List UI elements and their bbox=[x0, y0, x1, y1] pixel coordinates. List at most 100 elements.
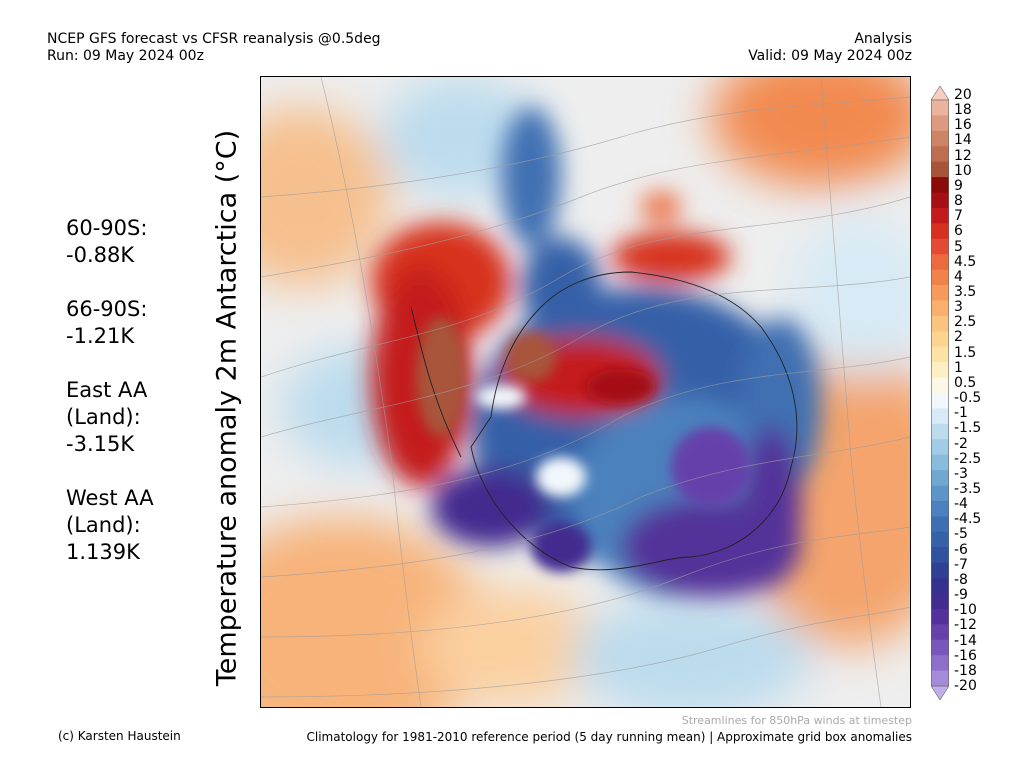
colorbar-tick-label: 1.5 bbox=[954, 344, 977, 361]
colorbar-tick-label: -4.5 bbox=[954, 511, 982, 528]
stat-west-aa: West AA (Land): 1.139K bbox=[66, 485, 154, 566]
colorbar-swatch bbox=[931, 254, 949, 271]
climatology-note: Climatology for 1981-2010 reference peri… bbox=[306, 730, 913, 744]
stat-west-aa-value: 1.139K bbox=[66, 540, 140, 564]
colorbar-swatch bbox=[931, 639, 949, 656]
anomaly-map-canvas bbox=[261, 77, 910, 707]
colorbar-swatch bbox=[931, 562, 949, 579]
colorbar-swatch bbox=[931, 285, 949, 301]
colorbar-swatch bbox=[931, 207, 949, 224]
colorbar-tick-label: -20 bbox=[954, 678, 977, 694]
colorbar-tick-label: 1 bbox=[954, 359, 963, 376]
colorbar-swatch bbox=[931, 315, 949, 332]
colorbar-swatch bbox=[931, 300, 949, 317]
colorbar-swatch bbox=[931, 578, 949, 594]
colorbar-swatch bbox=[931, 547, 949, 564]
colorbar-swatch bbox=[931, 439, 949, 456]
colorbar-tick-label: -1 bbox=[954, 405, 968, 422]
colorbar-tick-label: 8 bbox=[954, 193, 963, 210]
colorbar-tick-label: -2 bbox=[954, 435, 968, 452]
colorbar-tick-label: 4 bbox=[954, 268, 963, 285]
colorbar-outline bbox=[931, 99, 949, 687]
colorbar-tick-label: 20 bbox=[954, 87, 972, 103]
colorbar-swatch bbox=[931, 516, 949, 533]
colorbar-tick-label: 3 bbox=[954, 299, 963, 316]
colorbar bbox=[931, 86, 949, 700]
colorbar-tick-label: 5 bbox=[954, 238, 963, 255]
colorbar-tick-label: -10 bbox=[954, 602, 977, 619]
stat-east-aa: East AA (Land): -3.15K bbox=[66, 377, 147, 458]
colorbar-tick-label: 6 bbox=[954, 223, 963, 240]
colorbar-tick-label: -9 bbox=[954, 587, 968, 604]
colorbar-tick-label: -3 bbox=[954, 465, 968, 482]
colorbar-tick-label: -3.5 bbox=[954, 481, 982, 497]
colorbar-swatch bbox=[931, 624, 949, 641]
colorbar-tick-label: -6 bbox=[954, 541, 968, 558]
colorbar-tick-label: 0.5 bbox=[954, 374, 977, 391]
colorbar-swatch bbox=[931, 130, 949, 147]
colorbar-tick-label: -8 bbox=[954, 571, 968, 588]
colorbar-swatch bbox=[931, 115, 949, 132]
colorbar-swatch bbox=[931, 223, 949, 240]
stat-east-aa-subtitle: (Land): bbox=[66, 405, 141, 429]
colorbar-tick-label: 3.5 bbox=[954, 284, 977, 300]
colorbar-swatch bbox=[931, 454, 949, 471]
colorbar-bottom-arrow bbox=[931, 685, 949, 700]
colorbar-swatch bbox=[931, 608, 949, 625]
title-line-2: Run: 09 May 2024 00z bbox=[47, 48, 204, 64]
stat-60-90s: 60-90S: -0.88K bbox=[66, 215, 147, 269]
colorbar-swatch bbox=[931, 593, 949, 610]
colorbar-tick-label: -18 bbox=[954, 662, 977, 679]
colorbar-tick-label: -7 bbox=[954, 556, 968, 573]
colorbar-swatch bbox=[931, 100, 949, 116]
y-axis-label: Temperature anomaly 2m Antarctica (°C) bbox=[211, 129, 243, 687]
colorbar-tick-label: 7 bbox=[954, 208, 963, 225]
stat-west-aa-subtitle: (Land): bbox=[66, 513, 141, 537]
colorbar-swatch bbox=[931, 470, 949, 487]
colorbar-swatch bbox=[931, 655, 949, 672]
colorbar-swatch bbox=[931, 346, 949, 363]
colorbar-tick-label: -4 bbox=[954, 496, 968, 513]
colorbar-tick-label: -5 bbox=[954, 526, 968, 543]
antarctic-coastline bbox=[410, 271, 798, 571]
anomaly-field-extremes bbox=[416, 317, 751, 572]
stat-east-aa-value: -3.15K bbox=[66, 432, 135, 456]
colorbar-swatch bbox=[931, 377, 949, 394]
anomaly-field-core bbox=[371, 107, 821, 597]
colorbar-tick-label: 2.5 bbox=[954, 314, 977, 331]
colorbar-tick-label: 2 bbox=[954, 329, 963, 346]
colorbar-tick-label: -1.5 bbox=[954, 420, 982, 437]
colorbar-swatch bbox=[931, 500, 949, 517]
anomaly-map bbox=[260, 76, 911, 708]
colorbar-tick-label: 12 bbox=[954, 147, 972, 164]
wind-streamlines bbox=[261, 77, 910, 707]
colorbar-swatch bbox=[931, 362, 949, 379]
colorbar-tick-label: -16 bbox=[954, 647, 977, 664]
stat-east-aa-title: East AA bbox=[66, 378, 148, 402]
colorbar-swatch bbox=[931, 238, 949, 255]
colorbar-tick-label: 16 bbox=[954, 117, 972, 134]
colorbar-swatch bbox=[931, 146, 949, 163]
colorbar-tick-label: 14 bbox=[954, 132, 972, 149]
colorbar-tick-label: -0.5 bbox=[954, 390, 982, 407]
title-line-1: NCEP GFS forecast vs CFSR reanalysis @0.… bbox=[47, 31, 381, 47]
anomaly-field-broad bbox=[261, 77, 910, 707]
stat-66-90s-value: -1.21K bbox=[66, 324, 135, 348]
colorbar-swatch bbox=[931, 331, 949, 348]
colorbar-swatch bbox=[931, 408, 949, 425]
colorbar-swatch bbox=[931, 531, 949, 548]
analysis-label: Analysis bbox=[854, 31, 912, 47]
stat-60-90s-value: -0.88K bbox=[66, 243, 135, 267]
colorbar-swatch bbox=[931, 393, 949, 409]
colorbar-tick-label: 9 bbox=[954, 177, 963, 194]
colorbar-tick-label: -2.5 bbox=[954, 450, 982, 467]
colorbar-tick-label: -14 bbox=[954, 632, 977, 649]
colorbar-top-arrow bbox=[931, 86, 949, 101]
colorbar-swatch bbox=[931, 269, 949, 286]
colorbar-tick-label: 18 bbox=[954, 102, 972, 119]
colorbar-tick-label: 10 bbox=[954, 162, 972, 179]
colorbar-swatch bbox=[931, 192, 949, 209]
colorbar-tick-label: -12 bbox=[954, 617, 977, 634]
valid-time: Valid: 09 May 2024 00z bbox=[748, 48, 912, 64]
credit-text: (c) Karsten Haustein bbox=[58, 729, 181, 743]
